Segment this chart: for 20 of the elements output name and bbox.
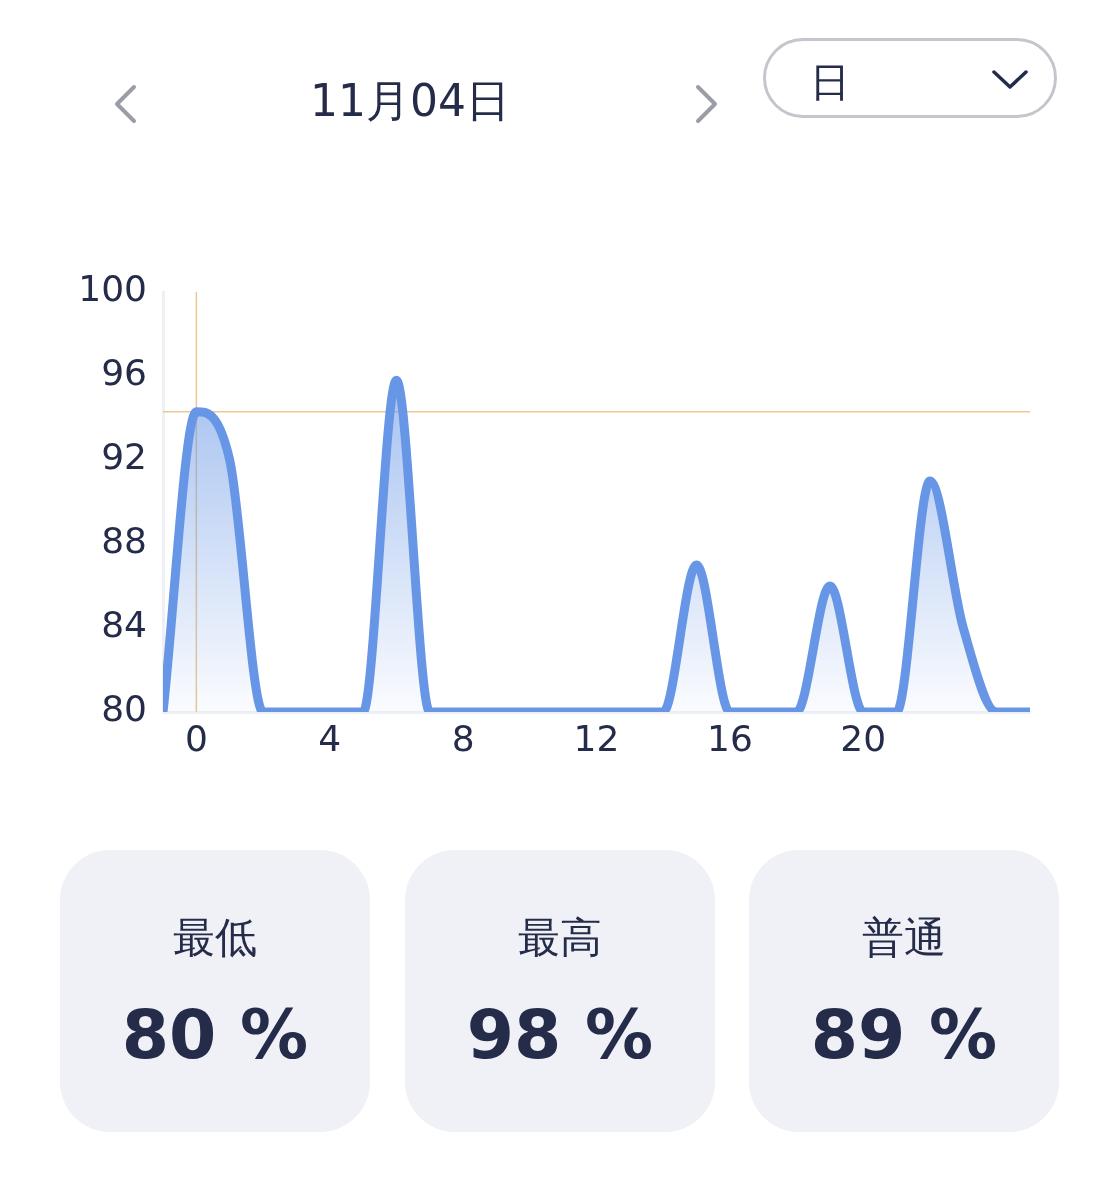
- y-tick-label: 100: [78, 268, 147, 310]
- x-tick-label: 0: [184, 717, 208, 759]
- y-tick-label: 92: [101, 436, 147, 478]
- x-tick-label: 8: [451, 717, 475, 759]
- text: 普通: [861, 912, 947, 964]
- x-tick-label: 20: [840, 717, 887, 759]
- text: 日: [810, 58, 850, 107]
- y-tick-label: 84: [101, 604, 147, 646]
- x-tick-label: 4: [318, 717, 342, 759]
- text: 最高: [517, 912, 603, 964]
- y-tick-label: 80: [101, 688, 147, 730]
- x-tick-label: 16: [706, 717, 753, 759]
- text: 98 %: [465, 995, 655, 1074]
- text: 80 %: [120, 995, 310, 1074]
- y-tick-label: 96: [101, 352, 147, 394]
- chart-title: 11月04日: [309, 74, 511, 128]
- y-tick-label: 88: [101, 520, 147, 562]
- text: 最低: [172, 912, 258, 964]
- text: 89 %: [809, 995, 999, 1074]
- x-tick-label: 12: [573, 717, 620, 759]
